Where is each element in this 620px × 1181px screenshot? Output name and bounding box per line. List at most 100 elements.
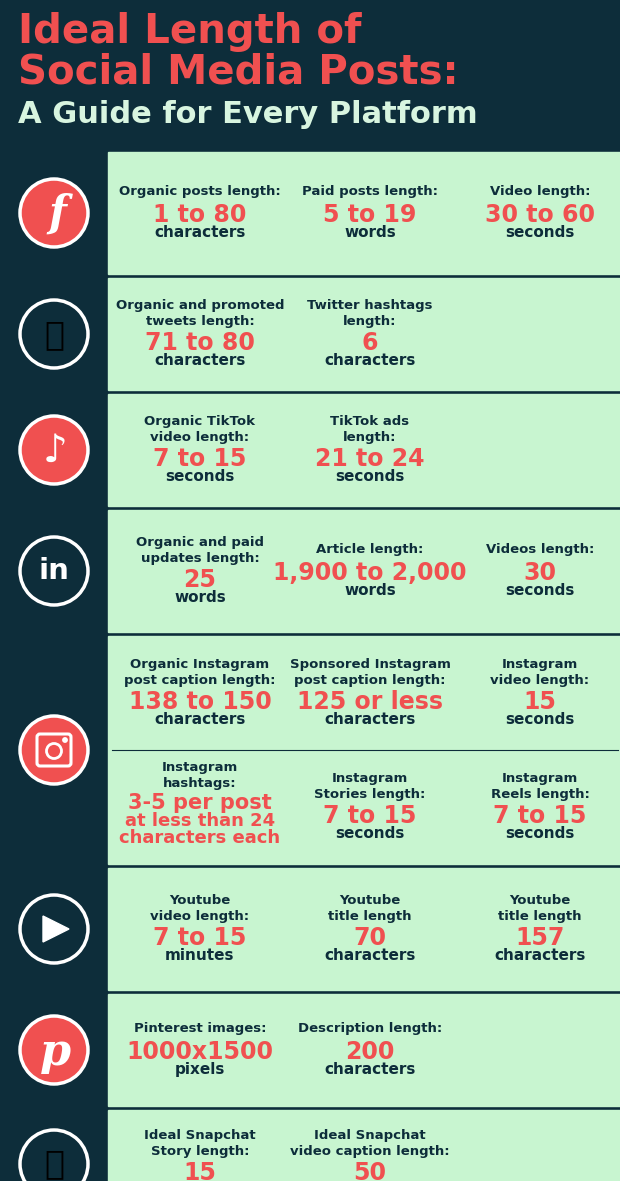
Text: 71 to 80: 71 to 80: [145, 331, 255, 355]
Text: Organic Instagram
post caption length:: Organic Instagram post caption length:: [124, 658, 276, 687]
Text: words: words: [344, 583, 396, 598]
Text: 138 to 150: 138 to 150: [128, 690, 272, 715]
Text: characters each: characters each: [120, 829, 281, 847]
Text: 50: 50: [353, 1161, 386, 1181]
Text: 1 to 80: 1 to 80: [153, 203, 247, 227]
Text: Description length:: Description length:: [298, 1022, 442, 1035]
Text: at less than 24: at less than 24: [125, 813, 275, 830]
Text: Paid posts length:: Paid posts length:: [302, 185, 438, 198]
Bar: [108, 394, 620, 505]
Text: 3-5 per post: 3-5 per post: [128, 792, 272, 813]
Text: 1,900 to 2,000: 1,900 to 2,000: [273, 561, 467, 585]
Text: 157: 157: [515, 926, 565, 950]
Bar: [108, 868, 620, 990]
Text: 30: 30: [523, 561, 557, 585]
Text: 7 to 15: 7 to 15: [153, 926, 247, 950]
Polygon shape: [43, 916, 69, 942]
Text: characters: characters: [154, 353, 246, 368]
Text: 30 to 60: 30 to 60: [485, 203, 595, 227]
Bar: [108, 510, 620, 632]
Text: characters: characters: [324, 1062, 415, 1077]
Text: characters: characters: [324, 353, 415, 368]
Text: 6: 6: [361, 331, 378, 355]
Bar: [0, 1110, 108, 1181]
Text: f: f: [48, 193, 66, 235]
Circle shape: [20, 537, 88, 605]
Text: seconds: seconds: [335, 469, 405, 484]
Text: Video length:: Video length:: [490, 185, 590, 198]
Text: Instagram
Stories length:: Instagram Stories length:: [314, 772, 426, 801]
Text: Ideal Snapchat
Story length:: Ideal Snapchat Story length:: [144, 1129, 256, 1159]
Text: Videos length:: Videos length:: [486, 543, 594, 556]
Circle shape: [20, 895, 88, 963]
Text: Organic and paid
updates length:: Organic and paid updates length:: [136, 536, 264, 565]
Text: Ideal Snapchat
video caption length:: Ideal Snapchat video caption length:: [290, 1129, 450, 1159]
Text: p: p: [40, 1031, 71, 1075]
Text: 👻: 👻: [44, 1148, 64, 1181]
Text: seconds: seconds: [166, 469, 235, 484]
Bar: [0, 0, 620, 148]
Bar: [108, 637, 620, 864]
Circle shape: [20, 180, 88, 247]
Text: characters: characters: [154, 226, 246, 240]
Text: A Guide for Every Platform: A Guide for Every Platform: [18, 100, 477, 129]
Text: in: in: [38, 557, 69, 585]
Text: Organic posts length:: Organic posts length:: [119, 185, 281, 198]
Text: Youtube
video length:: Youtube video length:: [151, 894, 250, 924]
Text: pixels: pixels: [175, 1062, 225, 1077]
Text: Sponsored Instagram
post caption length:: Sponsored Instagram post caption length:: [290, 658, 451, 687]
Text: Organic TikTok
video length:: Organic TikTok video length:: [144, 415, 255, 444]
Bar: [108, 152, 620, 274]
Text: characters: characters: [154, 712, 246, 727]
Circle shape: [20, 300, 88, 368]
Text: Youtube
title length: Youtube title length: [328, 894, 412, 924]
Text: 5 to 19: 5 to 19: [323, 203, 417, 227]
Text: Pinterest images:: Pinterest images:: [134, 1022, 266, 1035]
Text: 7 to 15: 7 to 15: [153, 446, 247, 471]
Circle shape: [63, 738, 67, 742]
Bar: [0, 394, 108, 505]
Text: Twitter hashtags
length:: Twitter hashtags length:: [308, 299, 433, 328]
Text: 125 or less: 125 or less: [297, 690, 443, 715]
Text: seconds: seconds: [505, 226, 575, 240]
Text: 15: 15: [184, 1161, 216, 1181]
Text: words: words: [344, 226, 396, 240]
Circle shape: [20, 716, 88, 784]
Text: Organic and promoted
tweets length:: Organic and promoted tweets length:: [116, 299, 284, 328]
Text: 70: 70: [353, 926, 386, 950]
Text: 25: 25: [184, 568, 216, 592]
Bar: [108, 278, 620, 390]
Circle shape: [20, 1016, 88, 1084]
Text: 🐦: 🐦: [44, 319, 64, 352]
Bar: [0, 868, 108, 990]
Text: seconds: seconds: [505, 826, 575, 841]
Text: Youtube
title length: Youtube title length: [498, 894, 582, 924]
Text: characters: characters: [494, 948, 586, 963]
Circle shape: [20, 416, 88, 484]
Text: Ideal Length of: Ideal Length of: [18, 12, 361, 52]
Text: 7 to 15: 7 to 15: [494, 804, 587, 828]
Bar: [108, 994, 620, 1105]
Text: 7 to 15: 7 to 15: [323, 804, 417, 828]
Text: 15: 15: [523, 690, 556, 715]
Bar: [108, 1110, 620, 1181]
Text: seconds: seconds: [505, 712, 575, 727]
Text: 1000x1500: 1000x1500: [126, 1040, 273, 1064]
Circle shape: [20, 1130, 88, 1181]
Bar: [0, 994, 108, 1105]
Bar: [0, 510, 108, 632]
Text: seconds: seconds: [505, 583, 575, 598]
Text: Article length:: Article length:: [316, 543, 423, 556]
Text: Instagram
hashtags:: Instagram hashtags:: [162, 761, 238, 790]
Text: Instagram
Reels length:: Instagram Reels length:: [490, 772, 590, 801]
Text: 200: 200: [345, 1040, 395, 1064]
Bar: [0, 152, 108, 274]
Bar: [0, 278, 108, 390]
Text: 21 to 24: 21 to 24: [315, 446, 425, 471]
Text: characters: characters: [324, 712, 415, 727]
Text: seconds: seconds: [335, 826, 405, 841]
Text: ♪: ♪: [43, 432, 68, 470]
Text: characters: characters: [324, 948, 415, 963]
Text: TikTok ads
length:: TikTok ads length:: [330, 415, 410, 444]
Bar: [0, 637, 108, 864]
